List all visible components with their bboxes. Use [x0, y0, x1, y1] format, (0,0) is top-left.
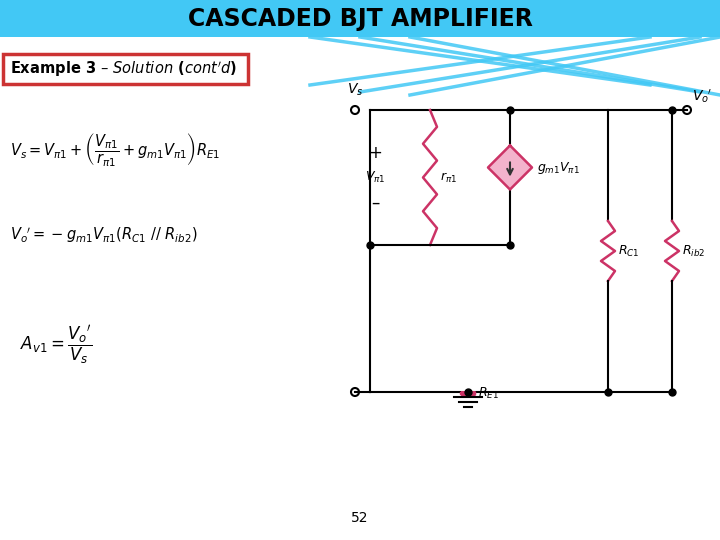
Text: $V_s$: $V_s$ — [347, 82, 363, 98]
Text: $R_{ib2}$: $R_{ib2}$ — [682, 244, 706, 259]
Polygon shape — [488, 145, 532, 190]
Text: CASCADED BJT AMPLIFIER: CASCADED BJT AMPLIFIER — [188, 7, 532, 31]
Text: $V_{\pi 1}$: $V_{\pi 1}$ — [365, 170, 385, 185]
Text: $g_{m1}V_{\pi 1}$: $g_{m1}V_{\pi 1}$ — [537, 159, 580, 176]
Text: $V_s = V_{\pi 1} + \left(\dfrac{V_{\pi 1}}{r_{\pi 1}} + g_{m1}V_{\pi 1}\right)R_: $V_s = V_{\pi 1} + \left(\dfrac{V_{\pi 1… — [10, 132, 220, 168]
Text: 52: 52 — [351, 511, 369, 525]
Text: $R_{C1}$: $R_{C1}$ — [618, 244, 639, 259]
Text: +: + — [368, 144, 382, 161]
Text: Example 3 – $\it{Solution}$ ($\it{cont'd}$): Example 3 – $\it{Solution}$ ($\it{cont'd… — [10, 59, 237, 79]
Text: $A_{v1} = \dfrac{V_o{}'}{V_s}$: $A_{v1} = \dfrac{V_o{}'}{V_s}$ — [20, 323, 92, 367]
Text: –: – — [371, 193, 379, 212]
FancyBboxPatch shape — [3, 54, 248, 84]
Text: $V_o{}'$: $V_o{}'$ — [692, 87, 713, 105]
Text: $V_o{}' = -g_{m1}V_{\pi 1}\left(R_{C1}\ //\ R_{ib2}\right)$: $V_o{}' = -g_{m1}V_{\pi 1}\left(R_{C1}\ … — [10, 225, 197, 245]
Text: $R_{E1}$: $R_{E1}$ — [478, 386, 499, 401]
FancyBboxPatch shape — [0, 0, 720, 37]
Text: $r_{\pi 1}$: $r_{\pi 1}$ — [440, 171, 457, 185]
